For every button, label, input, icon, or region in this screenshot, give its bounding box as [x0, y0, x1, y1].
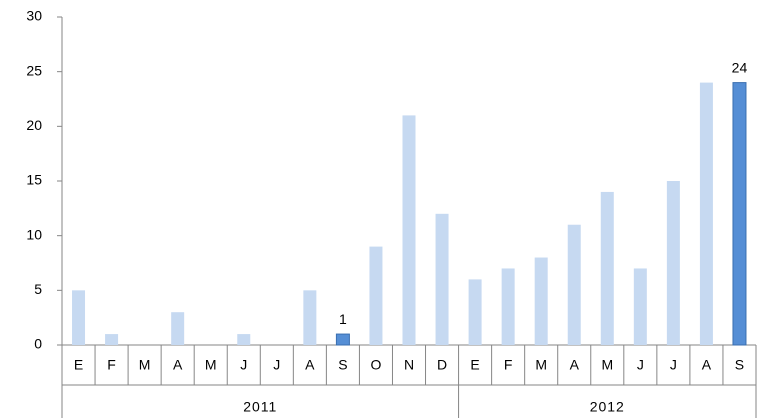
- x-tick-label: M: [601, 357, 613, 373]
- x-tick-label: M: [205, 357, 217, 373]
- bar: [435, 213, 449, 345]
- x-tick-label: J: [273, 357, 280, 373]
- bar: [171, 312, 185, 345]
- bar: [501, 268, 515, 345]
- group-label: 2012: [590, 399, 625, 415]
- x-tick-label: N: [404, 357, 414, 373]
- x-tick-label: J: [240, 357, 247, 373]
- bar: [600, 191, 614, 345]
- x-tick-label: J: [637, 357, 644, 373]
- x-tick-label: A: [173, 357, 183, 373]
- y-tick-label: 25: [26, 62, 42, 78]
- x-tick-label: S: [338, 357, 347, 373]
- bar: [105, 334, 119, 345]
- group-label: 2011: [243, 399, 277, 415]
- x-tick-label: M: [535, 357, 547, 373]
- x-tick-label: E: [74, 357, 83, 373]
- x-tick-label: A: [702, 357, 712, 373]
- data-label: 24: [732, 59, 748, 75]
- bar: [72, 290, 86, 345]
- y-tick-label: 5: [34, 281, 42, 297]
- x-tick-label: S: [735, 357, 744, 373]
- x-tick-label: J: [670, 357, 677, 373]
- x-tick-label: E: [470, 357, 479, 373]
- bar: [567, 224, 581, 345]
- bar: [369, 246, 383, 345]
- bar: [237, 334, 251, 345]
- x-tick-label: O: [371, 357, 382, 373]
- y-tick-label: 15: [26, 172, 42, 188]
- bar: [699, 82, 713, 345]
- y-tick-label: 0: [34, 336, 42, 352]
- bar: [633, 268, 647, 345]
- bar: [303, 290, 317, 345]
- data-label: 1: [339, 311, 347, 327]
- y-tick-label: 30: [26, 8, 42, 24]
- y-tick-label: 20: [26, 117, 42, 133]
- x-tick-label: A: [570, 357, 580, 373]
- bar: [468, 279, 482, 345]
- y-tick-label: 10: [26, 226, 42, 242]
- bar: [534, 257, 548, 345]
- x-tick-label: D: [437, 357, 447, 373]
- bar: [402, 115, 416, 346]
- x-tick-label: A: [305, 357, 315, 373]
- x-tick-label: F: [504, 357, 513, 373]
- bar: [732, 82, 747, 346]
- x-tick-label: F: [107, 357, 116, 373]
- bar: [666, 181, 680, 345]
- bar: [335, 333, 350, 346]
- x-tick-label: M: [139, 357, 151, 373]
